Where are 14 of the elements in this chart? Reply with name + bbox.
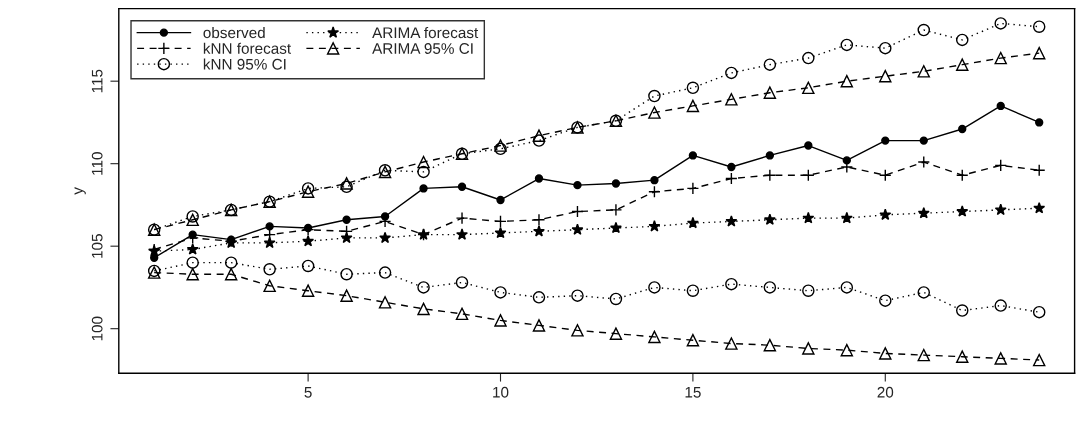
legend-label: kNN forecast xyxy=(203,42,292,54)
y-tick-label: 110 xyxy=(91,152,103,175)
x-tick-label: 10 xyxy=(493,386,509,398)
y-axis-title: y xyxy=(74,187,86,195)
legend-label: observed xyxy=(203,26,265,39)
legend-label: kNN 95% CI xyxy=(203,58,286,70)
legend-label: ARIMA 95% CI xyxy=(372,43,473,54)
y-tick-label: 105 xyxy=(91,234,103,258)
x-tick-label: 20 xyxy=(877,386,894,398)
legend-label: ARIMA forecast xyxy=(372,26,479,39)
y-tick-label: 115 xyxy=(91,69,103,93)
x-tick-label: 5 xyxy=(304,386,312,398)
y-tick-label: 100 xyxy=(91,316,103,341)
x-tick-label: 15 xyxy=(685,386,701,398)
